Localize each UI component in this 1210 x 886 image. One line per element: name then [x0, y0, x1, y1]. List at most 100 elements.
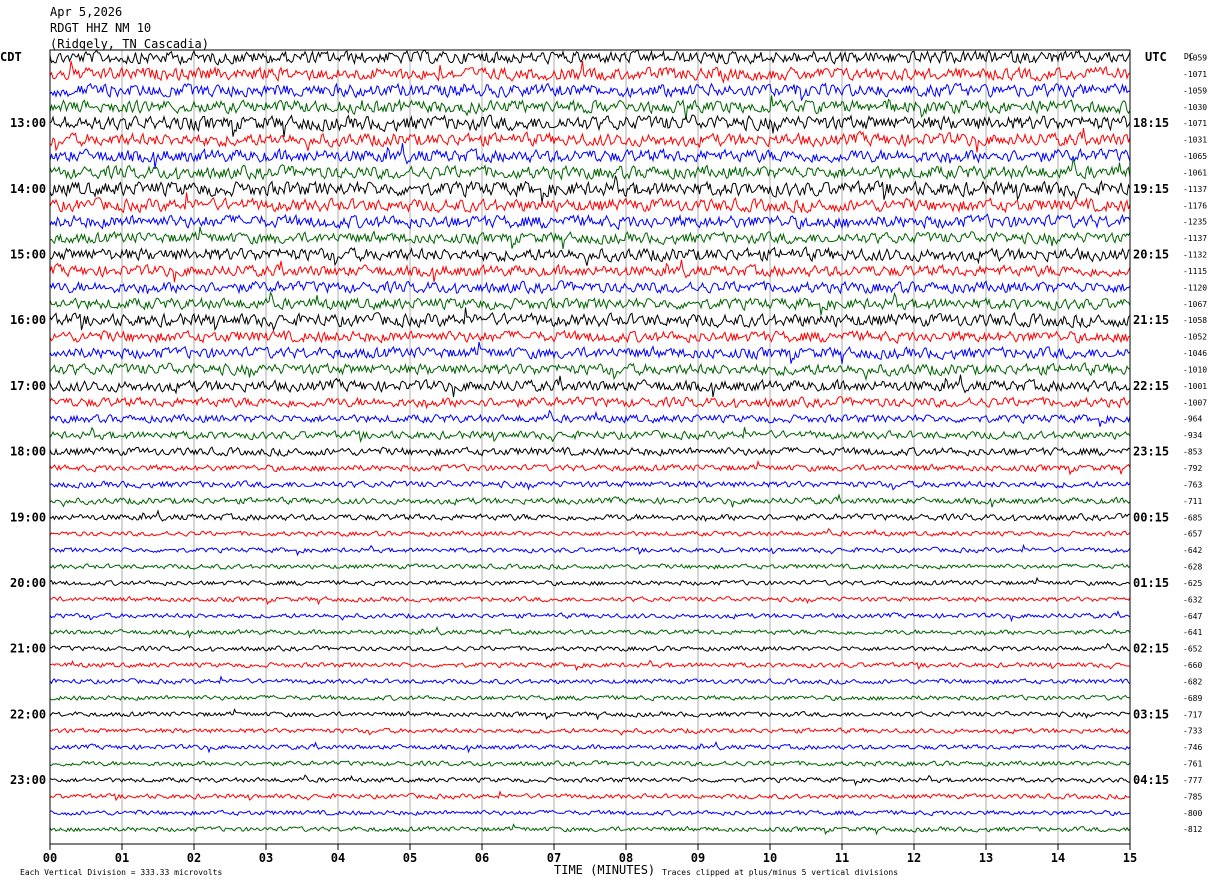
- right-time-label-2: 20:15: [1133, 248, 1169, 262]
- minute-gridlines: [122, 50, 1058, 844]
- dc-offset-label-37: -660: [1183, 661, 1202, 670]
- dc-offset-label-4: -1071: [1183, 119, 1207, 128]
- x-tick-label-5: 05: [403, 851, 417, 865]
- trace-row-12: [50, 247, 1130, 266]
- dc-offset-label-24: -853: [1183, 448, 1202, 457]
- dc-offset-label-26: -763: [1183, 480, 1202, 489]
- dc-offset-label-28: -685: [1183, 513, 1202, 522]
- right-time-label-8: 02:15: [1133, 642, 1169, 656]
- dc-offset-label-10: -1235: [1183, 218, 1207, 227]
- trace-row-21: [50, 397, 1130, 408]
- dc-offset-label-7: -1061: [1183, 168, 1207, 177]
- left-time-label-7: 20:00: [10, 576, 46, 590]
- axis-ticks: 00 01 02 03 04 05 06 07 08 09 10 11 12 13 14 15: [43, 844, 1137, 865]
- trace-row-36: [50, 644, 1130, 651]
- seismic-traces: [50, 50, 1130, 834]
- dc-offset-label-5: -1031: [1183, 136, 1207, 145]
- trace-row-20: [50, 375, 1130, 397]
- left-time-label-8: 21:00: [10, 642, 46, 656]
- trace-row-15: [50, 293, 1130, 315]
- trace-row-43: [50, 761, 1130, 767]
- dc-offset-label-1: -1071: [1183, 70, 1207, 79]
- x-axis-title: TIME (MINUTES): [554, 863, 655, 877]
- x-tick-label-0: 00: [43, 851, 57, 865]
- x-tick-label-14: 14: [1051, 851, 1065, 865]
- dc-offset-label-40: -717: [1183, 710, 1202, 719]
- dc-offset-label-16: -1058: [1183, 316, 1207, 325]
- trace-row-10: [50, 214, 1130, 229]
- trace-row-28: [50, 511, 1130, 521]
- dc-offset-label-42: -746: [1183, 743, 1202, 752]
- x-tick-label-15: 15: [1123, 851, 1137, 865]
- trace-row-1: [50, 61, 1130, 82]
- dc-offset-label-17: -1052: [1183, 333, 1207, 342]
- trace-row-23: [50, 427, 1130, 441]
- trace-row-44: [50, 775, 1130, 785]
- trace-row-13: [50, 260, 1130, 282]
- trace-row-9: [50, 193, 1130, 213]
- trace-row-41: [50, 728, 1130, 735]
- left-time-label-0: 13:00: [10, 116, 46, 130]
- x-tick-label-11: 11: [835, 851, 849, 865]
- dc-offset-label-47: -812: [1183, 825, 1202, 834]
- trace-row-2: [50, 83, 1130, 100]
- dc-offset-label-41: -733: [1183, 727, 1202, 736]
- trace-row-34: [50, 612, 1130, 621]
- trace-row-25: [50, 462, 1130, 475]
- x-tick-label-7: 07: [547, 851, 561, 865]
- trace-row-35: [50, 627, 1130, 637]
- trace-row-39: [50, 695, 1130, 701]
- trace-row-6: [50, 143, 1130, 169]
- right-time-label-5: 23:15: [1133, 445, 1169, 459]
- right-time-label-4: 22:15: [1133, 379, 1169, 393]
- trace-row-7: [50, 160, 1130, 180]
- dc-offset-label-43: -761: [1183, 760, 1202, 769]
- left-time-label-3: 16:00: [10, 313, 46, 327]
- trace-row-16: [50, 308, 1130, 330]
- dc-offset-label-21: -1007: [1183, 398, 1207, 407]
- right-zone-label: UTC: [1145, 50, 1167, 64]
- dc-offset-label-39: -689: [1183, 694, 1202, 703]
- dc-offset-label-13: -1115: [1183, 267, 1207, 276]
- x-tick-label-9: 09: [691, 851, 705, 865]
- x-tick-label-2: 02: [187, 851, 201, 865]
- trace-row-47: [50, 824, 1130, 834]
- dc-offset-label-14: -1120: [1183, 283, 1207, 292]
- trace-row-26: [50, 481, 1130, 490]
- left-time-label-1: 14:00: [10, 182, 46, 196]
- right-time-label-0: 18:15: [1133, 116, 1169, 130]
- dc-offset-label-27: -711: [1183, 497, 1202, 506]
- x-tick-label-1: 01: [115, 851, 129, 865]
- dc-offset-label-32: -625: [1183, 579, 1202, 588]
- trace-row-0: [50, 50, 1130, 65]
- trace-row-24: [50, 447, 1130, 456]
- dc-offset-label-9: -1176: [1183, 201, 1207, 210]
- trace-row-40: [50, 710, 1130, 719]
- dc-offset-label-34: -647: [1183, 612, 1202, 621]
- trace-row-18: [50, 342, 1130, 364]
- dc-offset-label-2: -1059: [1183, 86, 1207, 95]
- right-time-label-6: 00:15: [1133, 510, 1169, 524]
- left-time-label-9: 22:00: [10, 707, 46, 721]
- left-time-label-5: 18:00: [10, 445, 46, 459]
- x-tick-label-12: 12: [907, 851, 921, 865]
- left-time-label-10: 23:00: [10, 773, 46, 787]
- dc-offset-label-31: -628: [1183, 563, 1202, 572]
- dc-offset-label-36: -652: [1183, 645, 1202, 654]
- trace-row-19: [50, 363, 1130, 379]
- scale-note: Each Vertical Division = 333.33 microvol…: [20, 868, 222, 877]
- trace-row-45: [50, 792, 1130, 800]
- dc-offset-label-0: -1059: [1183, 54, 1207, 63]
- dc-offset-label-45: -785: [1183, 792, 1202, 801]
- dc-offset-label-18: -1046: [1183, 349, 1207, 358]
- trace-row-30: [50, 545, 1130, 555]
- trace-row-31: [50, 564, 1130, 569]
- trace-row-27: [50, 495, 1130, 507]
- trace-row-32: [50, 578, 1130, 586]
- dc-offset-label-3: -1030: [1183, 103, 1207, 112]
- right-time-label-1: 19:15: [1133, 182, 1169, 196]
- dc-offset-label-12: -1132: [1183, 251, 1207, 260]
- x-tick-label-3: 03: [259, 851, 273, 865]
- trace-row-14: [50, 281, 1130, 294]
